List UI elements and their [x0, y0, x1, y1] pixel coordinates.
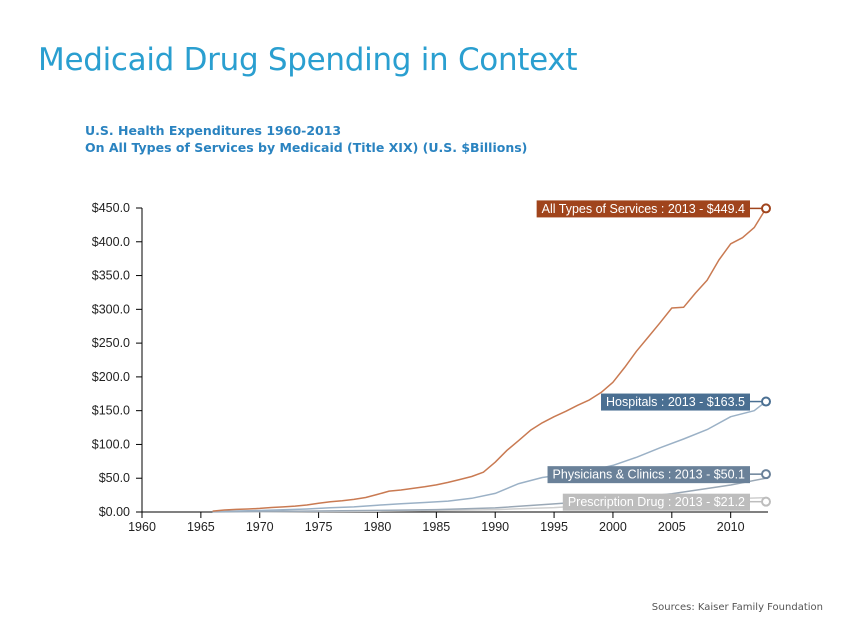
y-tick-label: $0.00 [99, 505, 130, 519]
x-tick: 2010 [717, 512, 745, 534]
series-callout: All Types of Services : 2013 - $449.4 [536, 200, 771, 218]
y-tick: $150.0 [92, 404, 142, 418]
x-tick: 1985 [422, 512, 450, 534]
y-tick-label: $50.0 [99, 471, 130, 485]
x-tick: 1970 [246, 512, 274, 534]
x-tick-label: 1970 [246, 520, 274, 534]
y-tick: $350.0 [92, 269, 142, 283]
callout-box [562, 493, 750, 511]
x-tick-label: 1995 [540, 520, 568, 534]
x-tick-label: 1960 [128, 520, 156, 534]
subtitle-line-1: U.S. Health Expenditures 1960-2013 [85, 123, 342, 138]
y-tick-label: $250.0 [92, 336, 130, 350]
y-tick: $300.0 [92, 302, 142, 316]
y-tick: $400.0 [92, 235, 142, 249]
callout-label: Hospitals : 2013 - $163.5 [606, 395, 745, 409]
series-end-marker [761, 469, 771, 480]
axes: $0.00 $50.0 $100.0 $150.0 $200.0 $250.0 $300.0… [92, 201, 768, 534]
callout-label: All Types of Services : 2013 - $449.4 [542, 202, 745, 216]
callout-box [536, 200, 750, 218]
series-callout: Hospitals : 2013 - $163.5 [601, 393, 771, 411]
x-tick: 2005 [658, 512, 686, 534]
y-tick: $450.0 [92, 201, 142, 215]
x-tick-label: 2000 [599, 520, 627, 534]
y-tick-label: $200.0 [92, 370, 130, 384]
x-tick-label: 1975 [305, 520, 333, 534]
series-line [212, 477, 767, 513]
x-tick-label: 1990 [481, 520, 509, 534]
series-end-marker [761, 203, 771, 214]
callout-box [547, 466, 750, 484]
x-tick-label: 2010 [717, 520, 745, 534]
x-tick: 1990 [481, 512, 509, 534]
callout-box [601, 393, 750, 411]
y-tick-label: $100.0 [92, 437, 130, 451]
y-tick: $0.00 [99, 505, 142, 519]
source-note: Sources: Kaiser Family Foundation [651, 602, 823, 613]
x-tick-label: 1965 [187, 520, 215, 534]
y-tick: $100.0 [92, 437, 142, 451]
x-tick-label: 1980 [364, 520, 392, 534]
series-callout: Physicians & Clinics : 2013 - $50.1 [547, 466, 771, 484]
y-tick-label: $400.0 [92, 235, 130, 249]
x-tick: 2000 [599, 512, 627, 534]
y-tick-label: $150.0 [92, 404, 130, 418]
y-tick-label: $300.0 [92, 302, 130, 316]
series-line [212, 208, 767, 512]
y-tick: $50.0 [99, 471, 142, 485]
chart-subtitle: U.S. Health Expenditures 1960-2013 On Al… [85, 122, 527, 156]
series-callouts: All Types of Services : 2013 - $449.4 Hos… [536, 200, 771, 511]
x-tick: 1975 [305, 512, 333, 534]
x-tick-label: 1985 [422, 520, 450, 534]
x-tick-label: 2005 [658, 520, 686, 534]
x-tick: 1980 [364, 512, 392, 534]
callout-label: Physicians & Clinics : 2013 - $50.1 [553, 468, 746, 482]
y-tick: $200.0 [92, 370, 142, 384]
callout-label: Prescription Drug : 2013 - $21.2 [568, 495, 745, 509]
y-tick-label: $450.0 [92, 201, 130, 215]
page-title: Medicaid Drug Spending in Context [38, 42, 578, 78]
subtitle-line-2: On All Types of Services by Medicaid (Ti… [85, 140, 528, 155]
series-end-marker [761, 396, 771, 407]
series-end-marker [761, 496, 771, 507]
series-line [212, 400, 767, 513]
y-tick-label: $350.0 [92, 269, 130, 283]
x-tick: 1960 [128, 512, 156, 534]
x-tick: 1965 [187, 512, 215, 534]
x-tick: 1995 [540, 512, 568, 534]
series-callout: Prescription Drug : 2013 - $21.2 [562, 493, 771, 511]
y-tick: $250.0 [92, 336, 142, 350]
